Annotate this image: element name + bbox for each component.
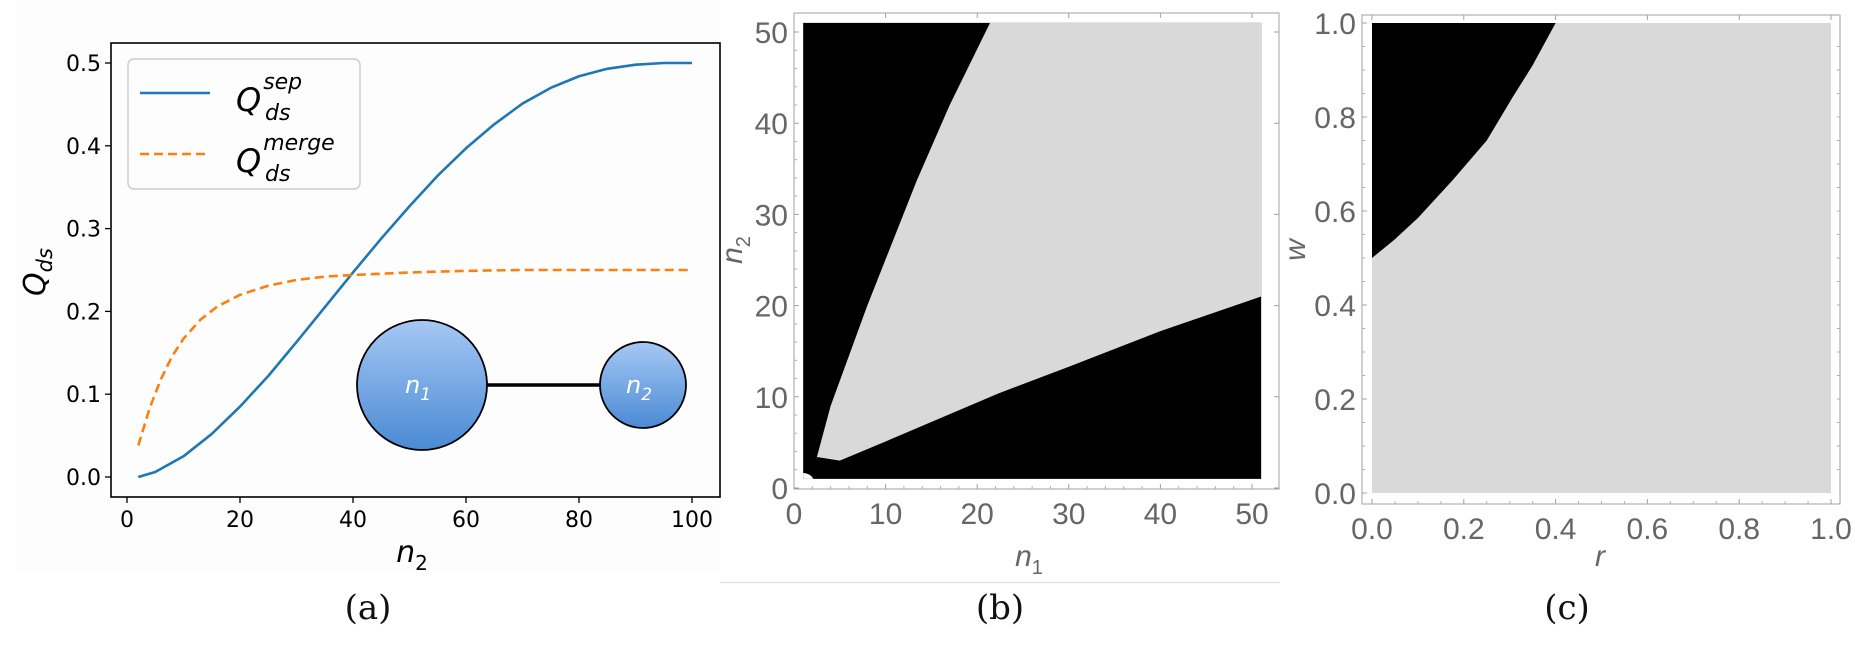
panel-c: 0.0 0.2 0.4 0.6 0.8 1.0 0.0 0.2 0.4 0.6 0.8 1.0 r w [1279, 8, 1852, 573]
graph-node-1 [356, 319, 488, 451]
y-tick-label: 20 [755, 291, 788, 324]
x-tick-label: 30 [1052, 498, 1085, 531]
y-axis-label: n2 [716, 236, 755, 264]
y-tick-label: 50 [755, 17, 788, 50]
y-tick-label: 0.2 [66, 300, 101, 325]
x-tick-label: 80 [565, 508, 593, 533]
y-tick-label: 0.1 [66, 383, 101, 408]
x-tick-label: 40 [339, 508, 367, 533]
x-tick-label: 50 [1235, 498, 1268, 531]
y-axis-label: Qds [18, 248, 57, 296]
x-tick-label: 0 [786, 498, 803, 531]
x-tick-label: 40 [1144, 498, 1177, 531]
x-tick-label: 0.8 [1718, 513, 1760, 546]
y-tick-label: 0.4 [66, 135, 101, 160]
y-tick-label: 0 [771, 473, 788, 506]
caption-c: (c) [1544, 588, 1590, 628]
y-tick-label: 0.8 [1314, 102, 1356, 135]
region-plot-c: 0.0 0.2 0.4 0.6 0.8 1.0 0.0 0.2 0.4 0.6 0.8 1.0 r w [1279, 8, 1852, 573]
x-axis-label: r [1595, 540, 1606, 573]
panel-a: 0 20 40 60 80 100 0.0 0.1 0.2 0.3 0.4 0.5 n2 Qds n1 n2 Q… [0, 0, 721, 580]
y-tick-label: 0.2 [1314, 384, 1356, 417]
x-tick-label: 20 [961, 498, 994, 531]
series-merge-line [137, 268, 692, 446]
y-tick-label: 0.0 [66, 466, 101, 491]
x-tick-label: 1.0 [1810, 513, 1852, 546]
caption-b: (b) [975, 588, 1025, 628]
inset-graph-diagram: n1 n2 [356, 319, 687, 451]
x-axis-label: n1 [1015, 540, 1043, 579]
graph-node-2 [599, 341, 687, 429]
y-tick-label: 1.0 [1314, 8, 1356, 41]
svg-text:ds: ds [265, 162, 290, 187]
series-sep-line [137, 61, 692, 479]
x-tick-label: 0.2 [1443, 513, 1485, 546]
x-tick-label: 100 [671, 508, 713, 533]
gray-region [816, 22, 1262, 461]
panel-b-divider [720, 582, 1280, 583]
y-tick-label: 40 [755, 108, 788, 141]
line-chart-a: 0 20 40 60 80 100 0.0 0.1 0.2 0.3 0.4 0.5 n2 Qds n1 n2 Q… [17, 0, 721, 575]
x-tick-label: 0.4 [1535, 513, 1577, 546]
y-tick-label: 0.4 [1314, 290, 1356, 323]
legend-label: Qmerge [236, 131, 335, 180]
y-tick-label: 0.5 [66, 52, 101, 77]
legend-label: Qsep [236, 70, 302, 119]
x-axis-label: n2 [396, 535, 428, 575]
y-tick-label: 30 [755, 199, 788, 232]
graph-node-label: n2 [626, 371, 652, 405]
plot-b: 0 10 20 30 40 50 0 10 20 30 40 50 n1 n2 [716, 12, 1280, 579]
svg-text:ds: ds [265, 101, 290, 126]
region-plot-b: 0 10 20 30 40 50 0 10 20 30 40 50 n1 n2 [716, 12, 1280, 579]
y-tick-label: 0.3 [66, 218, 101, 243]
y-tick-label: 0.0 [1314, 478, 1356, 511]
y-tick-label: 10 [755, 382, 788, 415]
x-tick-label: 0 [120, 508, 134, 533]
x-tick-label: 60 [452, 508, 480, 533]
x-tick-label: 0.6 [1627, 513, 1669, 546]
x-tick-label: 20 [226, 508, 254, 533]
x-tick-label: 0.0 [1351, 513, 1393, 546]
y-axis-label: w [1279, 237, 1312, 261]
graph-node-label: n1 [405, 371, 431, 405]
panel-b: 0 10 20 30 40 50 0 10 20 30 40 50 n1 n2 [716, 12, 1280, 579]
y-tick-label: 0.6 [1314, 196, 1356, 229]
black-region [1372, 23, 1556, 258]
caption-a: (a) [344, 588, 392, 628]
plot-c: 0.0 0.2 0.4 0.6 0.8 1.0 0.0 0.2 0.4 0.6 0.8 1.0 r w [1279, 8, 1852, 573]
x-tick-label: 10 [869, 498, 902, 531]
